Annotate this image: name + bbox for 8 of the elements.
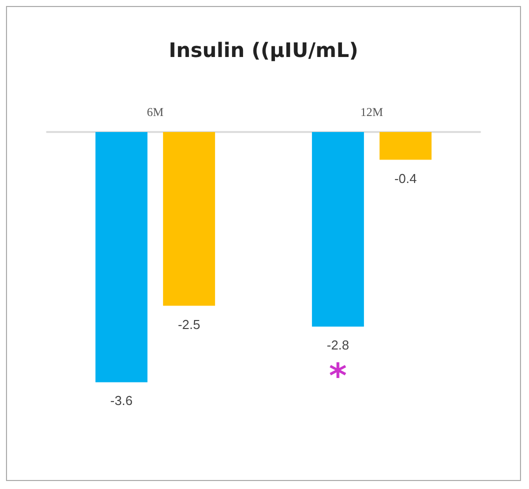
- annotation: *: [329, 356, 348, 397]
- chart-title: Insulin ((µIU/mL): [168, 38, 358, 62]
- data-label: -0.4: [394, 170, 417, 186]
- data-label: -2.5: [178, 316, 200, 332]
- data-label: -3.6: [110, 393, 133, 408]
- data-label: -2.8: [326, 338, 350, 353]
- x-tick-label: 6M: [146, 105, 164, 119]
- x-tick-label: 12M: [360, 105, 384, 119]
